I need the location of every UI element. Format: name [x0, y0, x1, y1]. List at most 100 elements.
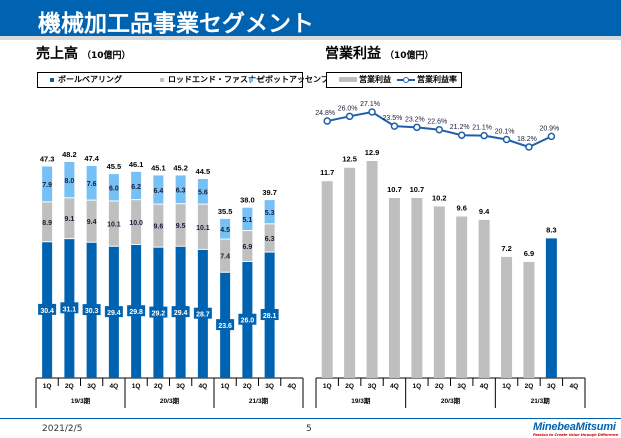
bar-segment: [108, 174, 119, 201]
total-label: 46.1: [129, 160, 144, 169]
total-label: 35.5: [218, 207, 233, 216]
data-label: 12.9: [365, 148, 380, 157]
data-label-bg: [260, 309, 279, 321]
data-label-bg: [82, 304, 101, 316]
legend-swatch-icon: [160, 77, 164, 82]
data-label: 6.3: [176, 188, 186, 195]
margin-label: 23.2%: [405, 116, 425, 123]
x-tick-label: 1Q: [413, 383, 422, 390]
bar-segment: [220, 218, 231, 240]
legend-label: 営業利益: [359, 75, 391, 84]
data-label-bg: [127, 305, 146, 317]
data-label: 6.4: [154, 188, 164, 195]
margin-label: 22.6%: [427, 119, 447, 126]
bar: [545, 238, 557, 378]
data-label: 6.0: [109, 186, 119, 193]
data-label: 5.6: [198, 190, 208, 197]
op-income-title: 営業利益 （10億円）: [325, 43, 434, 63]
legend-label: 営業利益率: [417, 75, 457, 84]
x-tick-label: 1Q: [43, 383, 52, 390]
margin-label: 23.5%: [383, 115, 403, 122]
data-label: 7.9: [42, 182, 52, 189]
x-tick-label: 1Q: [132, 383, 141, 390]
data-label: 10.7: [410, 185, 425, 194]
bar-segment: [220, 239, 231, 273]
margin-marker: [323, 117, 331, 125]
data-label: 29.2: [152, 311, 166, 318]
group-label: 20/3期: [160, 396, 180, 405]
total-label: 45.1: [151, 163, 166, 172]
x-tick-label: 3Q: [87, 383, 96, 390]
bar-segment: [108, 200, 119, 247]
data-label-bg: [216, 319, 235, 331]
data-label: 6.3: [265, 236, 275, 243]
op-income-unit: （10億円）: [385, 51, 434, 61]
data-label-bg: [60, 302, 79, 314]
x-tick-label: 3Q: [547, 383, 556, 390]
margin-label: 20.1%: [495, 129, 515, 136]
bar: [411, 198, 423, 378]
margin-marker: [345, 112, 354, 121]
data-label: 7.4: [220, 254, 230, 261]
x-tick-label: 3Q: [176, 383, 185, 390]
data-label: 7.6: [87, 181, 97, 188]
margin-marker: [368, 108, 376, 116]
bar-segment: [131, 199, 142, 245]
bar: [366, 161, 378, 378]
x-tick-label: 2Q: [154, 383, 163, 390]
sales-title: 売上高 （10億円）: [36, 43, 131, 63]
group-label: 19/3期: [71, 396, 91, 405]
bar-segment: [242, 207, 253, 231]
data-label: 28.7: [196, 312, 210, 319]
total-label: 47.3: [40, 154, 55, 163]
margin-label: 18.2%: [517, 136, 537, 143]
bar-segment: [153, 204, 164, 248]
data-label: 10.7: [387, 185, 402, 194]
data-label: 30.3: [85, 308, 99, 315]
data-label: 10.2: [432, 193, 447, 202]
data-label: 29.4: [174, 310, 188, 317]
bar-segment: [42, 166, 53, 202]
total-label: 45.2: [173, 163, 188, 172]
margin-marker: [413, 123, 421, 132]
bar-segment: [242, 230, 253, 262]
x-tick-label: 4Q: [569, 383, 578, 390]
data-label-bg: [38, 303, 57, 315]
margin-label: 24.8%: [315, 110, 335, 117]
legend-swatch-icon: [50, 77, 54, 82]
margin-marker: [480, 131, 488, 140]
data-label: 9.1: [65, 216, 75, 223]
data-label: 8.0: [65, 178, 75, 185]
legend-bar-icon: [339, 77, 357, 82]
footer-divider: [0, 418, 621, 419]
bar: [456, 216, 468, 378]
x-tick-label: 2Q: [243, 383, 252, 390]
bar-segment: [264, 200, 275, 224]
bar: [433, 206, 445, 378]
data-label: 9.4: [87, 219, 97, 226]
margin-marker: [435, 125, 444, 134]
data-label: 6.9: [524, 249, 534, 258]
group-label: 21/3期: [249, 396, 269, 405]
data-label: 12.5: [342, 155, 357, 164]
margin-marker: [390, 122, 399, 130]
bar: [501, 256, 513, 378]
bar-segment: [197, 179, 208, 205]
margin-marker: [502, 135, 511, 144]
data-label: 29.4: [107, 310, 121, 317]
x-tick-label: 4Q: [480, 383, 489, 390]
data-label-bg: [149, 306, 168, 318]
x-tick-label: 1Q: [221, 383, 230, 390]
data-label: 9.5: [176, 223, 186, 230]
data-label: 31.1: [63, 306, 77, 313]
data-label: 6.2: [131, 184, 141, 191]
total-label: 48.2: [62, 150, 77, 159]
data-label: 30.4: [40, 308, 54, 315]
op-income-title-text: 営業利益: [325, 46, 381, 62]
x-tick-label: 4Q: [390, 383, 399, 390]
bar-segment: [131, 171, 142, 200]
data-label: 28.1: [263, 313, 277, 320]
bar-segment: [175, 175, 186, 204]
data-label: 10.0: [129, 220, 143, 227]
